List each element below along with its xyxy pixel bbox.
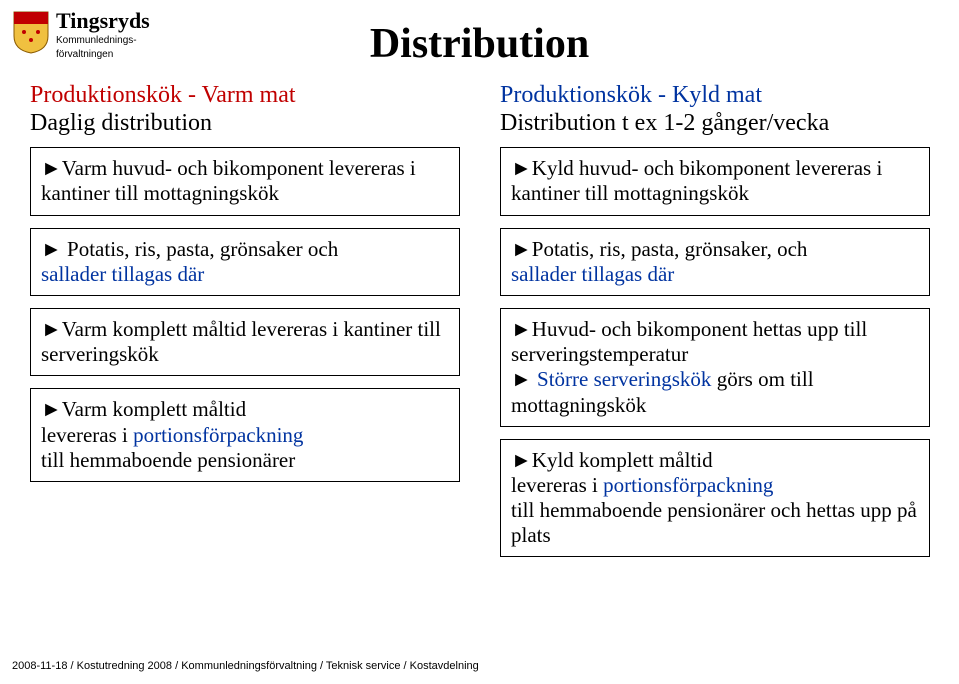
- slide: Tingsryds Kommunlednings- förvaltningen …: [0, 0, 959, 684]
- right-block-1-text: ►Kyld huvud- och bikomponent levereras i…: [511, 156, 882, 205]
- right-block-4: ►Kyld komplett måltid levereras i portio…: [500, 439, 930, 558]
- left-block-4: ►Varm komplett måltid levereras i portio…: [30, 388, 460, 482]
- left-block-4-line1: ►Varm komplett måltid: [41, 397, 246, 421]
- left-block-1-text: ►Varm huvud- och bikomponent levereras i…: [41, 156, 416, 205]
- right-column: Produktionskök - Kyld mat Distribution t…: [500, 82, 930, 569]
- left-block-2: ► Potatis, ris, pasta, grönsaker och sal…: [30, 228, 460, 296]
- right-heading: Produktionskök - Kyld mat Distribution t…: [500, 82, 930, 137]
- left-block-4-line2: levereras i: [41, 423, 133, 447]
- right-block-4-line1: ►Kyld komplett måltid: [511, 448, 713, 472]
- left-heading-line2: Daglig distribution: [30, 110, 460, 138]
- right-block-2-line1: ►Potatis, ris, pasta, grönsaker, och: [511, 237, 807, 261]
- right-block-3-line2a: ►: [511, 367, 537, 391]
- left-heading-line1: Produktionskök - Varm mat: [30, 82, 460, 110]
- right-heading-line1: Produktionskök - Kyld mat: [500, 82, 930, 110]
- right-heading-line2: Distribution t ex 1-2 gånger/vecka: [500, 110, 930, 138]
- left-block-1: ►Varm huvud- och bikomponent levereras i…: [30, 147, 460, 215]
- right-block-3-line2b: Större serveringskök: [537, 367, 711, 391]
- right-block-1: ►Kyld huvud- och bikomponent levereras i…: [500, 147, 930, 215]
- right-block-3-line1: ►Huvud- och bikomponent hettas upp till …: [511, 317, 867, 366]
- right-block-2-line2: sallader tillagas där: [511, 262, 674, 286]
- page-title: Distribution: [0, 20, 959, 68]
- left-heading: Produktionskök - Varm mat Daglig distrib…: [30, 82, 460, 137]
- left-block-3: ►Varm komplett måltid levereras i kantin…: [30, 308, 460, 376]
- left-block-4-port: portionsförpackning: [133, 423, 303, 447]
- left-block-3-text: ►Varm komplett måltid levereras i kantin…: [41, 317, 441, 366]
- left-column: Produktionskök - Varm mat Daglig distrib…: [30, 82, 460, 494]
- left-block-4-line3: till hemmaboende pensionärer: [41, 448, 295, 472]
- left-block-2-line2: sallader tillagas där: [41, 262, 204, 286]
- right-block-4-line3: till hemmaboende pensionärer och hettas …: [511, 498, 917, 547]
- right-block-4-port: portionsförpackning: [603, 473, 773, 497]
- right-block-4-line2: levereras i: [511, 473, 603, 497]
- footer-text: 2008-11-18 / Kostutredning 2008 / Kommun…: [12, 660, 479, 672]
- right-block-2: ►Potatis, ris, pasta, grönsaker, och sal…: [500, 228, 930, 296]
- right-block-3: ►Huvud- och bikomponent hettas upp till …: [500, 308, 930, 427]
- left-block-2-line1: ► Potatis, ris, pasta, grönsaker och: [41, 237, 338, 261]
